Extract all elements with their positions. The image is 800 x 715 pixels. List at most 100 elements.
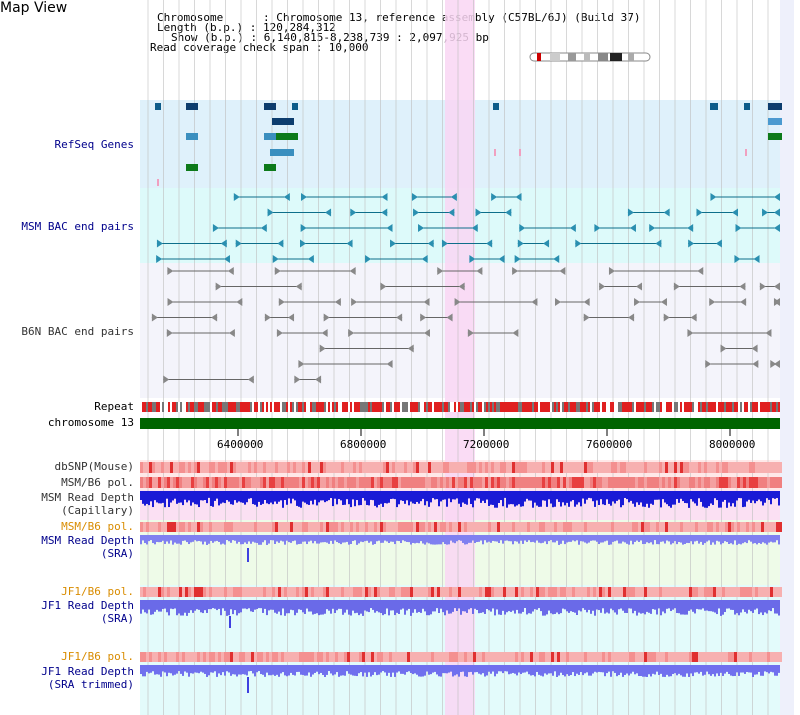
heat-cell bbox=[641, 477, 644, 488]
heat-cell bbox=[182, 462, 185, 473]
heat-cell bbox=[773, 522, 776, 532]
depth-bar bbox=[240, 491, 242, 503]
depth-bar bbox=[648, 665, 650, 675]
depth-bar bbox=[450, 491, 452, 503]
depth-bar bbox=[536, 600, 538, 610]
depth-bar bbox=[642, 535, 644, 545]
depth-bar bbox=[478, 600, 480, 614]
heat-cell bbox=[452, 652, 455, 662]
heat-cell bbox=[266, 462, 269, 473]
depth-bar bbox=[462, 665, 464, 672]
depth-bar bbox=[278, 665, 280, 677]
repeat-segment bbox=[474, 402, 476, 412]
heat-cell bbox=[479, 587, 482, 597]
depth-bar bbox=[600, 665, 602, 673]
repeat-segment bbox=[320, 402, 322, 412]
track-label-refseq[interactable]: RefSeq Genes bbox=[54, 138, 134, 151]
repeat-segment bbox=[196, 402, 198, 412]
track-label-jf1-b6-pol-1[interactable]: JF1/B6 pol. bbox=[61, 585, 134, 598]
depth-bar bbox=[310, 665, 312, 677]
depth-bar bbox=[276, 535, 278, 542]
heat-cell bbox=[311, 477, 314, 488]
track-label-msm-b6-pol-2[interactable]: MSM/B6 pol. bbox=[61, 520, 134, 533]
gene-marker bbox=[494, 149, 496, 156]
track-label-msm-b6-pol-1[interactable]: MSM/B6 pol. bbox=[61, 476, 134, 489]
heat-cell bbox=[329, 477, 332, 488]
depth-bar bbox=[370, 665, 372, 677]
depth-bar bbox=[380, 535, 382, 543]
depth-bar bbox=[590, 600, 592, 614]
depth-bar bbox=[430, 665, 432, 675]
track-label-msm-depth-capillary[interactable]: MSM Read Depth bbox=[41, 491, 134, 504]
heat-cell bbox=[317, 587, 320, 597]
heat-cell bbox=[740, 587, 743, 597]
heat-cell bbox=[605, 522, 608, 532]
track-label-dbsnp[interactable]: dbSNP(Mouse) bbox=[54, 460, 134, 473]
track-label-chromosome[interactable]: chromosome 13 bbox=[47, 416, 134, 429]
bac-end-marker bbox=[448, 208, 455, 217]
heat-cell bbox=[503, 587, 506, 597]
bac-end-marker bbox=[156, 255, 163, 263]
heat-cell bbox=[749, 522, 752, 532]
depth-bar bbox=[198, 491, 200, 508]
heat-cell bbox=[293, 477, 296, 488]
depth-bar bbox=[322, 600, 324, 615]
depth-bar bbox=[210, 535, 212, 541]
depth-bar bbox=[336, 600, 338, 611]
repeat-segment bbox=[158, 402, 160, 412]
depth-bar bbox=[480, 491, 482, 503]
depth-bar bbox=[530, 491, 532, 501]
repeat-segment bbox=[152, 402, 154, 412]
heat-cell bbox=[188, 522, 191, 532]
heat-cell bbox=[605, 462, 608, 473]
track-label-repeat[interactable]: Repeat bbox=[94, 400, 134, 413]
track-label-msm-bac[interactable]: MSM BAC end pairs bbox=[21, 220, 134, 233]
repeat-segment bbox=[240, 402, 242, 412]
depth-bar bbox=[324, 491, 326, 503]
heat-cell bbox=[518, 477, 521, 488]
heat-cell bbox=[554, 462, 557, 473]
repeat-segment bbox=[402, 402, 404, 412]
heat-cell bbox=[368, 462, 371, 473]
depth-bar bbox=[498, 600, 500, 615]
heat-cell bbox=[758, 652, 761, 662]
depth-bar bbox=[528, 535, 530, 541]
depth-bar bbox=[184, 665, 186, 672]
heat-cell bbox=[386, 477, 389, 488]
depth-bar bbox=[692, 665, 694, 677]
heat-cell bbox=[182, 652, 185, 662]
repeat-segment bbox=[398, 402, 400, 412]
depth-bar bbox=[402, 535, 404, 541]
depth-bar bbox=[294, 665, 296, 676]
heat-cell bbox=[644, 477, 647, 488]
track-label-b6n-bac[interactable]: B6N BAC end pairs bbox=[21, 325, 134, 338]
depth-bar bbox=[188, 600, 190, 613]
depth-bar bbox=[180, 491, 182, 503]
depth-bar bbox=[510, 665, 512, 674]
heat-cell bbox=[149, 522, 152, 532]
heat-cell bbox=[374, 522, 377, 532]
depth-bar bbox=[350, 491, 352, 508]
depth-bar bbox=[704, 665, 706, 675]
track-label-msm-depth-sra[interactable]: MSM Read Depth bbox=[41, 534, 134, 547]
depth-bar bbox=[388, 535, 390, 543]
repeat-segment bbox=[632, 402, 634, 412]
depth-bar bbox=[664, 491, 666, 503]
bac-end-marker bbox=[476, 267, 483, 275]
heat-cell bbox=[746, 652, 749, 662]
depth-bar bbox=[328, 665, 330, 672]
depth-bar bbox=[626, 491, 628, 500]
repeat-segment bbox=[742, 402, 744, 412]
depth-bar bbox=[764, 665, 766, 672]
heat-cell bbox=[638, 462, 641, 473]
heat-cell bbox=[749, 587, 752, 597]
length-info: Length (b.p.) : 120,284,312 bbox=[157, 21, 336, 34]
track-label-msm-depth-capillary-sub: (Capillary) bbox=[61, 504, 134, 517]
bac-end-marker bbox=[543, 239, 550, 248]
track-label-jf1-depth-sra[interactable]: JF1 Read Depth bbox=[41, 599, 134, 612]
track-label-jf1-b6-pol-2[interactable]: JF1/B6 pol. bbox=[61, 650, 134, 663]
repeat-segment bbox=[672, 402, 674, 412]
depth-bar bbox=[750, 665, 752, 673]
track-label-jf1-depth-trim[interactable]: JF1 Read Depth bbox=[41, 665, 134, 678]
